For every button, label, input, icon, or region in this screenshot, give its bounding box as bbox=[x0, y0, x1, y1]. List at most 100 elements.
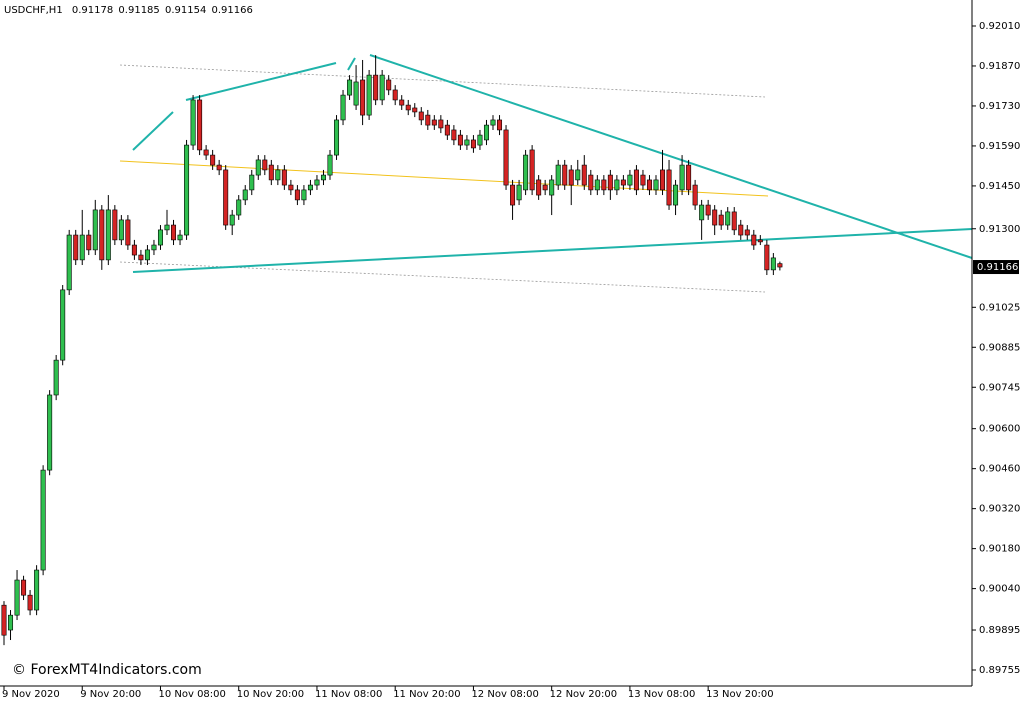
candle-body bbox=[562, 164, 568, 186]
candle-body bbox=[34, 569, 40, 611]
candle-body bbox=[503, 129, 509, 186]
symbol: USDCHF,H1 bbox=[4, 5, 63, 16]
candle-body bbox=[738, 224, 744, 236]
x-tick-label: 13 Nov 08:00 bbox=[628, 689, 695, 700]
candle-body bbox=[327, 154, 333, 176]
candle-body bbox=[412, 107, 418, 113]
y-tick-label: 0.91870 bbox=[979, 61, 1020, 72]
x-tick-label: 11 Nov 20:00 bbox=[393, 689, 460, 700]
candle-body bbox=[125, 219, 131, 246]
y-tick-label: 0.91025 bbox=[979, 302, 1020, 313]
open-value: 0.91178 bbox=[72, 5, 113, 16]
y-tick-label: 0.90180 bbox=[979, 544, 1020, 555]
candle-body bbox=[620, 179, 626, 186]
candle-body bbox=[255, 159, 261, 176]
candle-body bbox=[464, 139, 470, 146]
x-tick-label: 12 Nov 20:00 bbox=[550, 689, 617, 700]
y-tick-label: 0.91450 bbox=[979, 181, 1020, 192]
candle-body bbox=[679, 164, 685, 191]
candle-body bbox=[14, 579, 20, 616]
trend-line bbox=[347, 57, 356, 71]
candle-body bbox=[229, 214, 235, 226]
candle-body bbox=[171, 224, 177, 241]
candle-body bbox=[633, 169, 639, 191]
candle-body bbox=[699, 204, 705, 221]
candle-body bbox=[92, 209, 98, 251]
x-tick-label: 11 Nov 08:00 bbox=[315, 689, 382, 700]
candle-body bbox=[157, 229, 163, 246]
candle-body bbox=[536, 179, 542, 196]
candle-body bbox=[347, 79, 353, 96]
candle-body bbox=[542, 184, 548, 191]
candle-body bbox=[294, 189, 300, 201]
candle-body bbox=[640, 174, 646, 186]
candle-body bbox=[686, 164, 692, 191]
candle-body bbox=[523, 154, 529, 191]
candle-body bbox=[470, 139, 476, 149]
candle-body bbox=[392, 89, 398, 101]
candle-body bbox=[673, 184, 679, 206]
candle-body bbox=[105, 209, 111, 261]
candle-body bbox=[516, 184, 522, 201]
candle-body bbox=[334, 119, 340, 156]
y-tick-label: 0.91730 bbox=[979, 101, 1020, 112]
candle-body bbox=[8, 614, 14, 631]
candle-body bbox=[47, 394, 53, 471]
y-tick-label: 0.91300 bbox=[979, 224, 1020, 235]
y-tick-label: 0.90040 bbox=[979, 584, 1020, 595]
candle-body bbox=[510, 184, 516, 206]
candle-body bbox=[483, 124, 489, 141]
candle-body bbox=[27, 594, 33, 611]
candle-body bbox=[497, 119, 503, 131]
candle-body bbox=[425, 114, 431, 126]
candle-body bbox=[190, 99, 196, 146]
candle-body bbox=[353, 81, 359, 106]
candle-body bbox=[386, 79, 392, 91]
trend-line bbox=[369, 54, 973, 259]
candle-body bbox=[79, 234, 85, 261]
candle-body bbox=[705, 204, 711, 216]
candle-body bbox=[307, 184, 313, 191]
trend-line bbox=[132, 111, 174, 151]
low-value: 0.91154 bbox=[165, 5, 206, 16]
candle-body bbox=[666, 169, 672, 206]
candle-body bbox=[236, 199, 242, 216]
watermark: © ForexMT4Indicators.com bbox=[12, 662, 202, 678]
y-tick-label: 0.90600 bbox=[979, 424, 1020, 435]
candle-body bbox=[131, 244, 137, 256]
trend-line bbox=[132, 228, 973, 273]
candle-body bbox=[405, 104, 411, 111]
candle-body bbox=[568, 169, 574, 186]
candle-body bbox=[764, 244, 770, 271]
high-value: 0.91185 bbox=[118, 5, 159, 16]
x-tick-label: 10 Nov 08:00 bbox=[158, 689, 225, 700]
candle-body bbox=[555, 164, 561, 186]
drawn-objects bbox=[119, 54, 973, 293]
candle-body bbox=[477, 134, 483, 146]
candle-body bbox=[151, 244, 157, 251]
candle-body bbox=[601, 179, 607, 191]
candle-body bbox=[751, 234, 757, 246]
candle-body bbox=[490, 119, 496, 126]
candle-body bbox=[301, 189, 307, 201]
candle-body bbox=[242, 189, 248, 201]
candle-body bbox=[725, 211, 731, 226]
candle-body bbox=[770, 257, 776, 271]
candle-body bbox=[744, 229, 750, 236]
candle-body bbox=[60, 289, 66, 361]
candle-body bbox=[575, 169, 581, 181]
y-tick-label: 0.89755 bbox=[979, 665, 1020, 676]
candle-body bbox=[40, 469, 46, 571]
candle-body bbox=[692, 184, 698, 206]
candle-body bbox=[262, 159, 268, 171]
candle-body bbox=[653, 179, 659, 191]
candle-body bbox=[360, 79, 366, 116]
candle-body bbox=[418, 111, 424, 121]
candle-body bbox=[203, 149, 209, 156]
candle-body bbox=[320, 174, 326, 181]
y-tick-label: 0.90885 bbox=[979, 342, 1020, 353]
candle-body bbox=[288, 184, 294, 191]
x-tick-label: 12 Nov 08:00 bbox=[471, 689, 538, 700]
candle-body bbox=[197, 99, 203, 151]
